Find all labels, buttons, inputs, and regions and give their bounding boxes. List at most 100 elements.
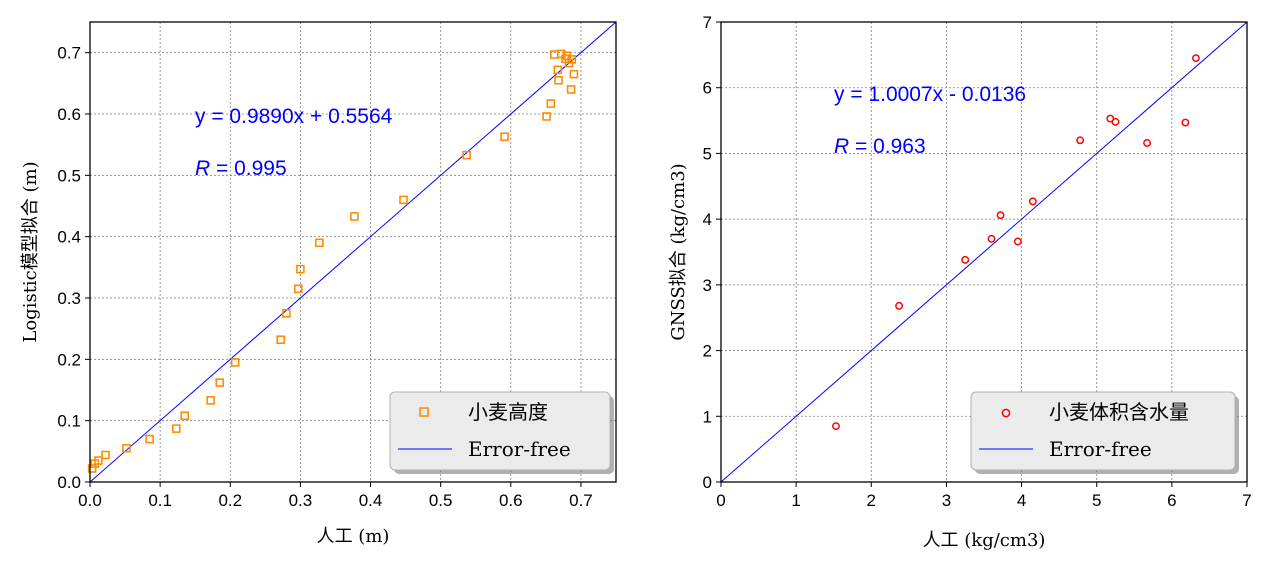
right-data-point [832,422,840,431]
left-data-point [282,309,291,318]
left-equation: y = 0.9890x + 0.5564 [195,105,393,128]
left-x-tick-label: 0.7 [569,491,593,510]
left-y-tick-label: 0.7 [57,44,81,63]
right-y-tick-label: 4 [703,210,712,229]
right-data-point [987,234,996,243]
left-data-point [554,75,563,85]
right-data-point [1143,138,1152,147]
left-data-point [296,264,305,274]
right-x-tick-label: 0 [716,491,725,510]
right-panel: 0 1 2 3 4 5 6 7 0 1 2 3 4 5 6 7 y = 1.0007x - 0.0136 R … [668,13,1252,551]
right-y-tick-label: 0 [703,473,712,492]
left-legend-label-wheat-height: 小麦高度 [468,400,548,424]
right-legend: 小麦体积含水量 Error-free [970,391,1239,474]
left-data-point [549,50,559,59]
right-r-number: = 0.963 [849,135,925,158]
left-data-point [215,378,225,387]
right-r-symbol: R [834,135,849,158]
right-data-point [996,211,1005,220]
right-x-tick-label: 3 [942,491,951,510]
left-y-tick-label: 0.2 [57,350,81,369]
left-r-number: = 0.995 [210,157,286,180]
right-x-tick-label: 6 [1167,491,1176,510]
right-y-axis-label: GNSS拟合 (kg/cm3) [668,163,689,340]
left-data-point [553,65,563,75]
left-r-value: R = 0.995 [195,157,287,180]
right-data-point [961,255,970,264]
right-equation: y = 1.0007x - 0.0136 [834,83,1026,106]
left-y-axis-label: Logistic模型拟合 (m) [20,161,41,342]
left-data-point [206,396,215,405]
left-points [87,49,579,473]
left-data-point [293,284,303,294]
right-x-tick-label: 2 [867,491,876,510]
right-ticks: 0 1 2 3 4 5 6 7 0 1 2 3 4 5 6 7 [703,13,1252,510]
left-y-tick-label: 0.6 [57,105,81,124]
right-legend-box [970,391,1236,471]
right-plot-frame [720,21,1248,483]
left-legend-square-marker-icon [419,407,429,417]
right-points [832,54,1200,431]
left-legend-box [389,391,611,471]
right-r-value: R = 0.963 [834,135,926,158]
left-data-point [276,335,286,345]
left-data-point [101,450,110,460]
left-error-free-line-layer [89,21,617,483]
right-data-point [1076,136,1085,145]
left-ticks: 0.0 0.1 0.2 0.3 0.4 0.5 0.6 0.7 0.0 0.1 0.2 0.3 0.4 0… [57,44,592,510]
right-y-tick-label: 2 [703,342,712,361]
right-y-tick-label: 7 [703,13,712,32]
right-legend-circle-marker-icon [1001,408,1011,418]
left-data-point [462,150,471,160]
left-data-point [171,424,181,433]
right-legend-label-error-free: Error-free [1049,437,1152,461]
left-error-free-line [89,21,617,483]
left-x-tick-label: 0.4 [359,491,383,510]
left-data-point [145,434,154,444]
right-y-tick-label: 3 [703,276,712,295]
left-r-symbol: R [195,157,210,180]
left-data-point [94,456,103,465]
right-x-axis-label: 人工 (kg/cm3) [923,530,1046,551]
right-legend-label-water-content: 小麦体积含水量 [1049,400,1189,424]
left-x-tick-label: 0.3 [289,491,313,510]
left-data-point [399,195,408,205]
left-x-axis-label: 人工 (m) [317,526,390,547]
left-y-tick-label: 0.4 [57,228,81,247]
right-error-free-line-layer [720,21,1248,483]
right-x-tick-label: 4 [1017,491,1026,510]
left-data-point [350,212,359,221]
left-data-point [180,411,189,421]
right-data-point [1111,117,1120,126]
left-data-point [546,99,556,108]
left-data-point [500,132,509,141]
left-x-tick-label: 0.0 [78,491,102,510]
left-x-tick-label: 0.2 [218,491,242,510]
left-y-tick-label: 0.5 [57,166,81,185]
right-data-point [1181,118,1190,127]
left-grid [90,22,616,482]
right-y-tick-label: 6 [703,79,712,98]
left-data-point [542,112,551,121]
right-x-tick-label: 7 [1242,491,1251,510]
right-data-point [1191,54,1200,63]
right-data-point [895,301,904,310]
left-data-point [122,443,131,453]
right-y-tick-label: 1 [703,407,712,426]
left-legend: 小麦高度 Error-free [389,391,614,474]
right-grid [721,22,1247,482]
left-legend-label-error-free: Error-free [468,437,571,461]
left-data-point [569,69,579,79]
left-y-tick-label: 0.0 [57,473,81,492]
right-y-tick-label: 5 [703,144,712,163]
left-plot-frame [89,21,617,483]
left-data-point [566,85,576,94]
left-data-point [230,358,240,367]
right-data-point [1013,237,1022,246]
left-panel: 0.0 0.1 0.2 0.3 0.4 0.5 0.6 0.7 0.0 0.1 0.2 0.3 0.4 0… [20,21,617,547]
left-y-tick-label: 0.3 [57,289,81,308]
left-y-tick-label: 0.1 [57,412,81,431]
left-x-tick-label: 0.5 [429,491,453,510]
right-x-tick-label: 5 [1092,491,1101,510]
